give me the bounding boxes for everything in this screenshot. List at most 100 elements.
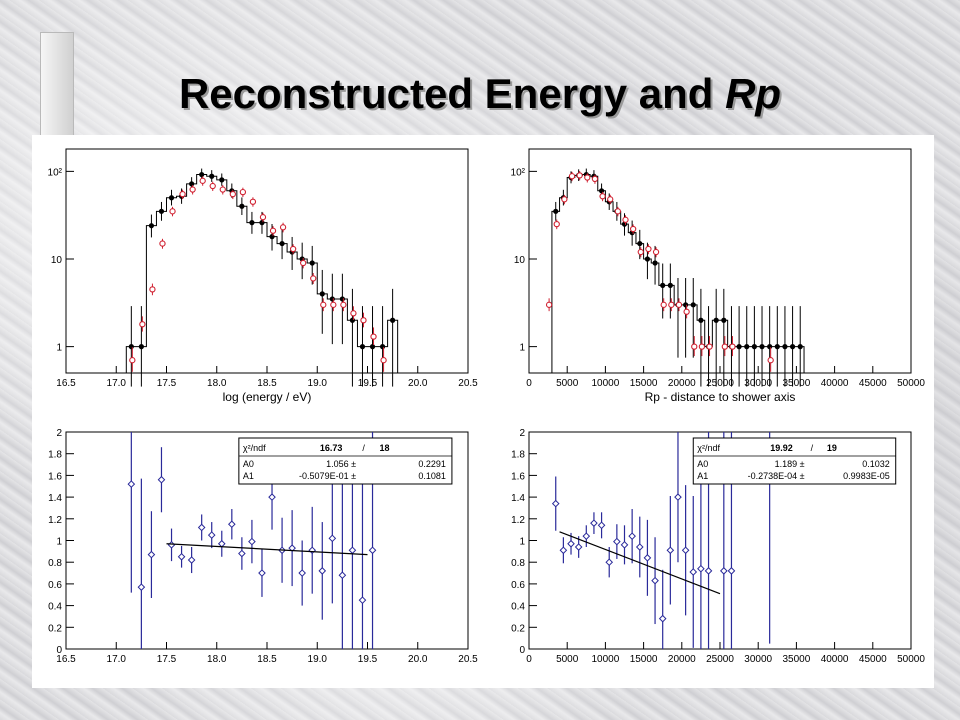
data-point xyxy=(782,344,788,350)
mc-point xyxy=(370,333,377,340)
ratio-point xyxy=(228,520,236,529)
ratio-point xyxy=(658,614,667,623)
y-tick-label: 1 xyxy=(519,343,525,354)
x-tick-label: 19.5 xyxy=(358,654,378,665)
mc-point xyxy=(159,240,166,247)
data-point xyxy=(744,344,750,350)
mc-point xyxy=(340,301,347,308)
mc-point xyxy=(706,343,713,350)
ratio-point xyxy=(551,499,560,508)
mc-point xyxy=(279,224,287,231)
mc-point xyxy=(698,343,706,350)
ratio-point xyxy=(605,558,614,567)
x-tick-label: 17.5 xyxy=(157,378,177,389)
data-point xyxy=(660,282,666,288)
data-point xyxy=(644,256,651,262)
ratio-point xyxy=(197,523,206,532)
data-point xyxy=(259,220,265,226)
x-tick-label: 20000 xyxy=(668,654,696,665)
data-point xyxy=(219,177,225,183)
y-tick-label: 0.2 xyxy=(511,623,525,634)
x-axis-label: log (energy / eV) xyxy=(223,390,312,404)
x-tick-label: 35000 xyxy=(782,654,810,665)
y-tick-label: 1.2 xyxy=(511,515,525,526)
y-tick-label: 1 xyxy=(56,537,62,548)
data-point xyxy=(199,171,205,178)
stats-chi2-value: 19.92 xyxy=(770,443,793,453)
mc-point xyxy=(209,182,216,190)
data-point xyxy=(690,302,696,308)
ratio-point xyxy=(298,569,306,577)
data-point xyxy=(339,296,345,302)
mc-point xyxy=(249,198,257,205)
data-point xyxy=(279,240,285,247)
stats-separator: / xyxy=(362,443,365,453)
ratio-point xyxy=(582,532,591,540)
x-tick-label: 45000 xyxy=(859,654,887,665)
ratio-point xyxy=(187,556,196,564)
x-tick-label: 10000 xyxy=(591,654,619,665)
ratio-point xyxy=(727,567,736,575)
ratio-point xyxy=(597,521,606,530)
stats-param-error: 0.2291 xyxy=(418,459,446,469)
mc-point xyxy=(330,301,337,308)
data-point xyxy=(598,188,605,194)
ratio-point xyxy=(643,554,652,562)
mc-point xyxy=(721,343,728,350)
x-tick-label: 18.5 xyxy=(257,378,277,389)
mc-point xyxy=(767,357,774,364)
data-point xyxy=(797,344,803,350)
ratio-point xyxy=(167,541,176,549)
mc-point xyxy=(310,275,317,282)
slide-title-italic: Rp xyxy=(725,70,782,117)
mc-point xyxy=(129,357,136,364)
mc-point xyxy=(614,208,622,215)
ratio-point xyxy=(147,550,156,559)
mc-point xyxy=(179,190,186,198)
mc-point xyxy=(289,245,297,253)
x-tick-label: 20.5 xyxy=(458,654,478,665)
mc-point xyxy=(219,186,226,193)
y-tick-label: 0 xyxy=(519,645,525,656)
data-histogram-outline xyxy=(125,174,399,373)
x-tick-label: 0 xyxy=(526,378,532,389)
stats-param-value: 1.056 ± xyxy=(326,459,356,469)
x-tick-label: 15000 xyxy=(630,378,658,389)
ratio-point xyxy=(157,475,166,484)
x-tick-label: 18.0 xyxy=(207,654,227,665)
stats-ndf-value: 18 xyxy=(379,443,389,453)
y-tick-label: 1.4 xyxy=(48,493,62,504)
mc-point xyxy=(380,357,387,364)
mc-point xyxy=(360,317,367,324)
data-point xyxy=(774,344,780,350)
data-point xyxy=(667,282,673,288)
data-point xyxy=(721,317,727,323)
x-tick-label: 10000 xyxy=(591,378,619,389)
ratio-point xyxy=(697,564,705,573)
mc-point xyxy=(553,220,560,228)
x-tick-label: 16.5 xyxy=(56,654,76,665)
ratio-point xyxy=(651,576,659,585)
data-point xyxy=(128,344,134,350)
decorative-corner-bar xyxy=(40,32,74,138)
ratio-point xyxy=(689,568,698,576)
mc-point xyxy=(139,321,146,328)
x-axis-label: Rp - distance to shower axis xyxy=(645,390,796,404)
x-tick-label: 5000 xyxy=(556,378,579,389)
stats-param-error: 0.1032 xyxy=(862,459,890,469)
ratio-point xyxy=(238,549,246,558)
data-point xyxy=(736,344,742,350)
mc-point xyxy=(645,245,652,253)
mc-point xyxy=(239,188,247,196)
y-tick-label: 1.8 xyxy=(48,450,62,461)
data-point xyxy=(390,317,396,323)
data-point xyxy=(698,317,704,323)
slide-title: Reconstructed Energy and Rp xyxy=(0,70,960,118)
data-point xyxy=(713,317,719,323)
ratio-point xyxy=(720,567,728,575)
data-point xyxy=(637,240,643,247)
x-tick-label: 20000 xyxy=(668,378,696,389)
ratio-point xyxy=(348,546,357,555)
stats-param-name: A1 xyxy=(697,471,708,481)
mc-point xyxy=(660,301,667,308)
